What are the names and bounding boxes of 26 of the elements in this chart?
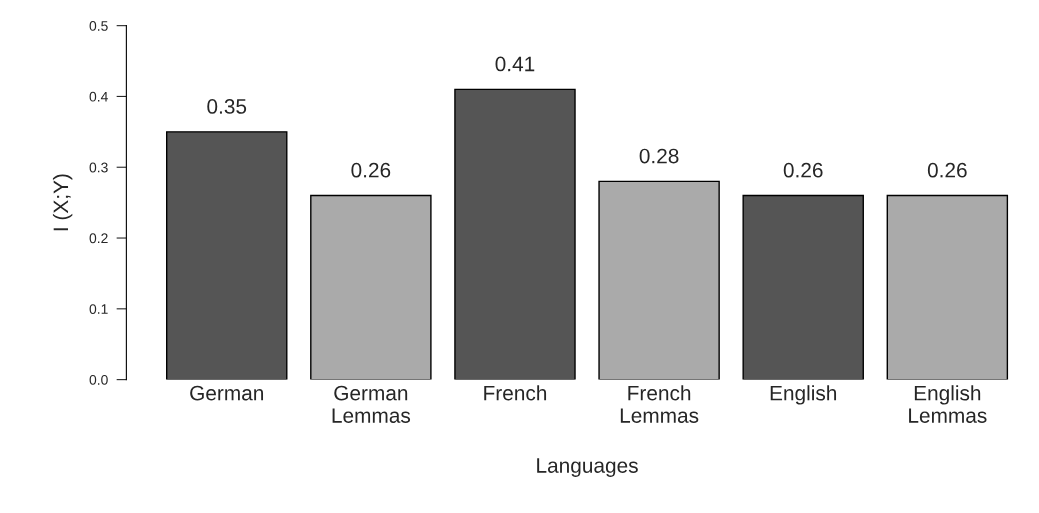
bar	[165, 131, 288, 380]
bar	[742, 194, 864, 380]
y-tick-label: 0.4	[89, 91, 108, 102]
data-label: 0.26	[927, 162, 967, 178]
y-tick-label: 0.5	[89, 20, 108, 31]
y-tick-label: 0.3	[89, 162, 108, 173]
y-axis-title: I (X;Y)	[52, 174, 73, 231]
x-axis-title: Languages	[537, 458, 638, 478]
y-tick-label: 0.1	[89, 304, 108, 314]
data-label: 0.26	[783, 162, 823, 178]
x-tick-label: French Lemmas	[620, 385, 699, 423]
data-label: 0.26	[351, 162, 391, 178]
data-label: 0.41	[495, 56, 535, 72]
x-tick-label: German	[190, 385, 264, 401]
data-label: 0.28	[639, 148, 679, 164]
bar	[886, 194, 1009, 380]
y-tick-label: 0.2	[89, 233, 108, 244]
x-tick-label: French	[484, 385, 547, 401]
y-tick-label: 0.0	[89, 374, 108, 385]
x-tick-label: English	[770, 385, 837, 405]
x-tick-label: German Lemmas	[332, 385, 411, 423]
data-label: 0.35	[207, 99, 247, 114]
bar	[598, 180, 720, 380]
x-tick-label: English Lemmas	[909, 385, 987, 423]
bar	[310, 194, 432, 380]
bar	[454, 88, 576, 380]
